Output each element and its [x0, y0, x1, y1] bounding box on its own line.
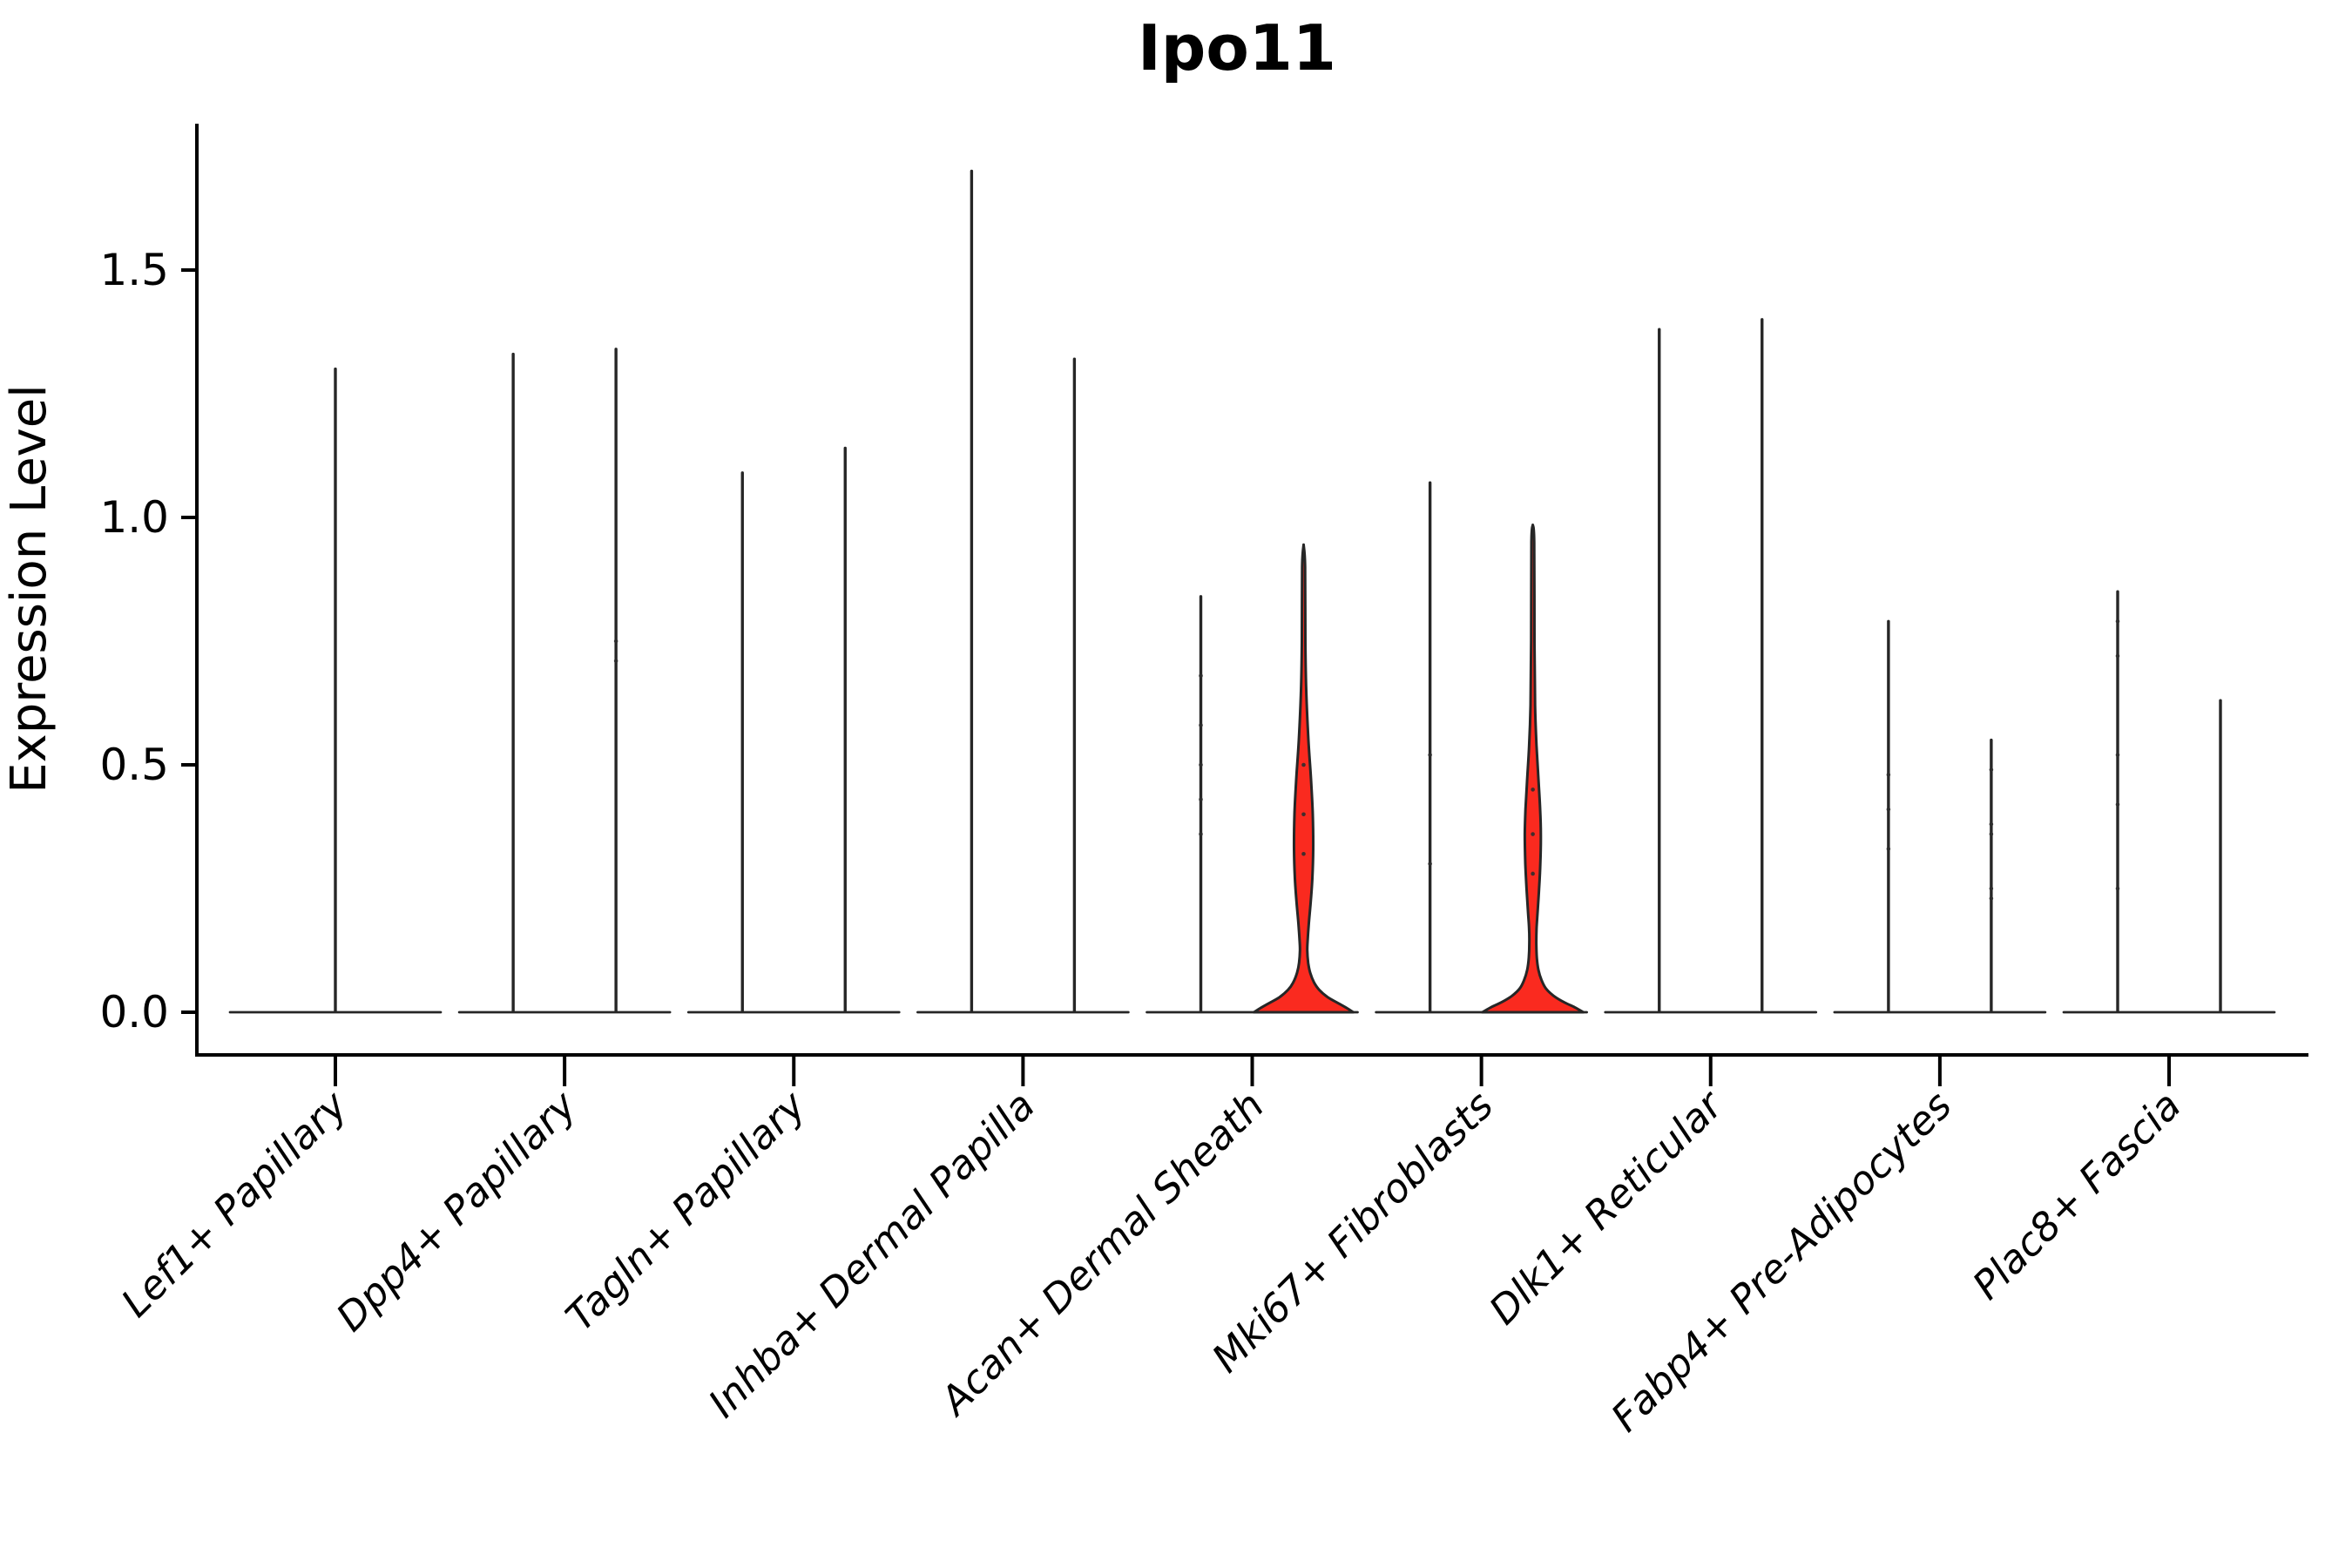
violin-group-9	[2062, 590, 2276, 1014]
expression-point	[1199, 762, 1203, 767]
y-tick-label: 0.0	[99, 987, 169, 1037]
expression-point	[1301, 851, 1306, 856]
violin-group-2	[457, 348, 672, 1014]
violin-group-6	[1375, 481, 1588, 1014]
expression-point	[613, 659, 618, 664]
violin-group-1	[228, 367, 443, 1014]
violin-group-5	[1146, 543, 1359, 1014]
violin-group-4	[916, 169, 1130, 1014]
highlighted-violin	[1481, 524, 1585, 1014]
expression-point	[2115, 753, 2120, 757]
expression-point	[1531, 787, 1535, 792]
expression-point	[1989, 886, 1994, 891]
expression-point	[1989, 821, 1994, 827]
y-tick-label: 1.0	[99, 492, 169, 543]
expression-point	[1301, 762, 1306, 767]
expression-point	[1199, 723, 1203, 727]
expression-point	[2115, 886, 2120, 891]
expression-point	[1428, 753, 1432, 757]
expression-point	[1989, 767, 1994, 772]
expression-point	[1428, 862, 1432, 866]
y-tick-label: 1.5	[99, 245, 169, 295]
expression-point	[1989, 832, 1994, 836]
expression-point	[1199, 673, 1203, 679]
expression-point	[2115, 653, 2120, 659]
expression-point	[1199, 797, 1203, 802]
expression-point	[1301, 812, 1306, 817]
expression-point	[1886, 773, 1891, 777]
expression-point	[2115, 802, 2120, 807]
y-tick-label: 0.5	[99, 740, 169, 790]
highlighted-violin	[1253, 543, 1355, 1014]
expression-point	[1199, 832, 1203, 836]
violin-group-7	[1604, 318, 1818, 1014]
expression-point	[2115, 618, 2120, 624]
expression-point	[1886, 847, 1891, 851]
expression-point	[613, 639, 618, 644]
expression-point	[1531, 871, 1535, 876]
violin-group-8	[1833, 619, 2047, 1014]
chart-title: Ipo11	[1138, 11, 1336, 84]
violin-group-3	[686, 446, 901, 1014]
expression-point	[1531, 832, 1535, 836]
y-axis-label: Expression Level	[1, 384, 57, 794]
expression-point	[1989, 896, 1994, 901]
expression-point	[1886, 807, 1891, 812]
